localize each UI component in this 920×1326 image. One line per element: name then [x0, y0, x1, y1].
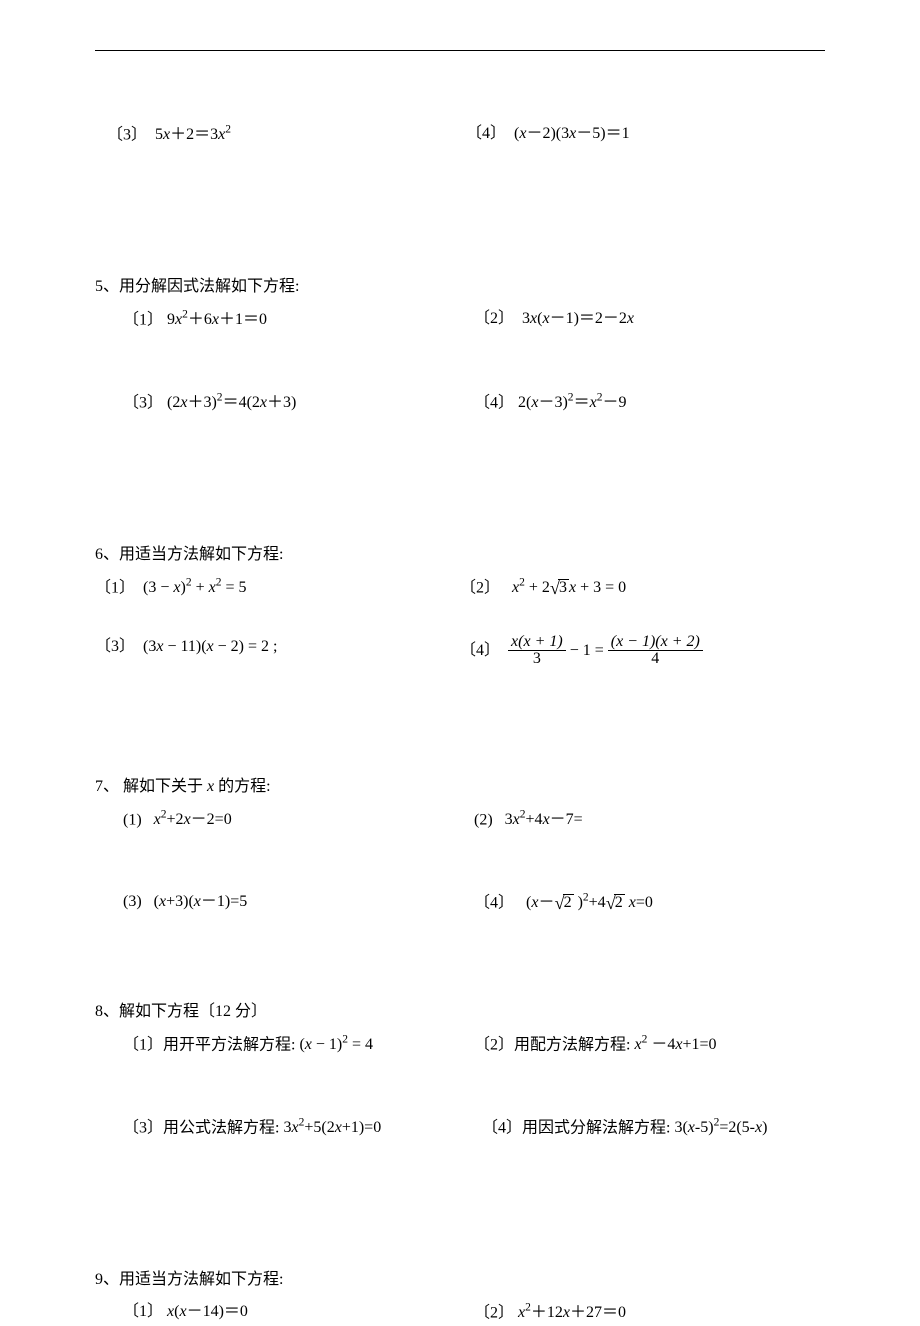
q5-p1-expr: 9x2＋6x＋1＝0 — [167, 311, 267, 328]
q5-p4-label: 〔4〕 — [474, 394, 514, 411]
q7-p4-expr: (x－√2 )2+4√2 x=0 — [526, 894, 653, 911]
q9-title: 9、用适当方法解如下方程: — [95, 1265, 825, 1289]
q6-p2-expr: x2 + 2√3x + 3 = 0 — [512, 579, 626, 596]
q6-row2: 〔3〕 (3x − 11)(x − 2) = 2 ; 〔4〕 x(x + 1)3… — [95, 634, 825, 669]
q6-p4: 〔4〕 x(x + 1)3 − 1 = (x − 1)(x + 2)4 — [460, 634, 825, 669]
q8-p2-expr: x2 －4x+1=0 — [634, 1036, 716, 1053]
q8-p1-label: 〔1〕 — [123, 1036, 163, 1053]
q9-p2-expr: x2＋12x＋27＝0 — [518, 1304, 626, 1321]
q8-p3: 〔3〕用公式法解方程: 3x2+5(2x+1)=0 — [123, 1114, 474, 1141]
q7-p2: (2) 3x2+4x－7= — [474, 806, 825, 833]
q4-row2: 〔3〕 5x＋2＝3x2 〔4〕 (x－2)(3x－5)＝1 — [95, 121, 825, 148]
q6-p2: 〔2〕 x2 + 2√3x + 3 = 0 — [460, 574, 825, 604]
q9-p1: 〔1〕 x(x－14)＝0 — [123, 1299, 474, 1326]
q8-p3-label: 〔3〕 — [123, 1119, 163, 1136]
q7-row2: (3) (x+3)(x－1)=5 〔4〕 (x－√2 )2+4√2 x=0 — [95, 889, 825, 919]
q4-p3: 〔3〕 5x＋2＝3x2 — [107, 121, 466, 148]
q8-p2: 〔2〕用配方法解方程: x2 －4x+1=0 — [474, 1031, 825, 1058]
q5-p4: 〔4〕 2(x－3)2＝x2－9 — [474, 389, 825, 416]
q7-p4-label: 〔4〕 — [474, 894, 514, 911]
q7-p1: (1) x2+2x－2=0 — [123, 806, 474, 833]
q5-p2-label: 〔2〕 — [474, 310, 514, 327]
q7-row1: (1) x2+2x－2=0 (2) 3x2+4x－7= — [95, 806, 825, 833]
q8-p1-text: 用开平方法解方程: — [163, 1036, 295, 1053]
q8-row2: 〔3〕用公式法解方程: 3x2+5(2x+1)=0 〔4〕用因式分解法解方程: … — [95, 1114, 825, 1141]
q8-p4-text: 用因式分解法解方程: — [522, 1119, 670, 1136]
q8-p2-label: 〔2〕 — [474, 1036, 514, 1053]
q8-p1: 〔1〕用开平方法解方程: (x − 1)2 = 4 — [123, 1031, 474, 1058]
q5-p2: 〔2〕 3x(x－1)＝2－2x — [474, 306, 825, 333]
q7-p2-label: (2) — [474, 811, 493, 828]
q7-p4: 〔4〕 (x－√2 )2+4√2 x=0 — [474, 889, 825, 919]
q7-p3: (3) (x+3)(x－1)=5 — [123, 889, 474, 919]
q6-p4-label: 〔4〕 — [460, 642, 500, 659]
q8-p4: 〔4〕用因式分解法解方程: 3(x-5)2=2(5-x) — [474, 1114, 825, 1141]
q9-p1-expr: x(x－14)＝0 — [167, 1303, 248, 1320]
q6-p1-expr: (3 − x)2 + x2 = 5 — [143, 579, 247, 596]
q6-row1: 〔1〕 (3 − x)2 + x2 = 5 〔2〕 x2 + 2√3x + 3 … — [95, 574, 825, 604]
q4-p4-expr: (x－2)(3x－5)＝1 — [514, 125, 630, 142]
q5-p1-label: 〔1〕 — [123, 311, 163, 328]
q7-p3-expr: (x+3)(x－1)=5 — [154, 893, 248, 910]
q6-p3-expr: (3x − 11)(x − 2) = 2 ; — [143, 638, 277, 655]
q6-title: 6、用适当方法解如下方程: — [95, 540, 825, 564]
q8-row1: 〔1〕用开平方法解方程: (x − 1)2 = 4 〔2〕用配方法解方程: x2… — [95, 1031, 825, 1058]
q8-p4-expr: 3(x-5)2=2(5-x) — [674, 1119, 767, 1136]
q5-title: 5、用分解因式法解如下方程: — [95, 272, 825, 296]
q8-title: 8、解如下方程〔12 分〕 — [95, 997, 825, 1021]
q6-p1-label: 〔1〕 — [95, 579, 135, 596]
q6-p2-label: 〔2〕 — [460, 579, 500, 596]
q7-p1-expr: x2+2x－2=0 — [154, 811, 232, 828]
q7-p1-label: (1) — [123, 811, 142, 828]
q7-title: 7、 解如下关于 x 的方程: — [95, 772, 825, 796]
q8-p3-expr: 3x2+5(2x+1)=0 — [283, 1119, 381, 1136]
q5-p1: 〔1〕 9x2＋6x＋1＝0 — [123, 306, 474, 333]
q9-row1: 〔1〕 x(x－14)＝0 〔2〕 x2＋12x＋27＝0 — [95, 1299, 825, 1326]
q5-p2-expr: 3x(x－1)＝2－2x — [522, 310, 634, 327]
q8-p1-expr: (x − 1)2 = 4 — [299, 1036, 373, 1053]
q4-p4-label: 〔4〕 — [466, 125, 506, 142]
q5-p3: 〔3〕 (2x＋3)2＝4(2x＋3) — [123, 389, 474, 416]
q9-p1-label: 〔1〕 — [123, 1303, 163, 1320]
q9-p2-label: 〔2〕 — [474, 1304, 514, 1321]
q5-p3-label: 〔3〕 — [123, 394, 163, 411]
q5-row2: 〔3〕 (2x＋3)2＝4(2x＋3) 〔4〕 2(x－3)2＝x2－9 — [95, 389, 825, 416]
q4-p4: 〔4〕 (x－2)(3x－5)＝1 — [466, 121, 825, 148]
q9-p2: 〔2〕 x2＋12x＋27＝0 — [474, 1299, 825, 1326]
q8-p2-text: 用配方法解方程: — [514, 1036, 630, 1053]
q5-p4-expr: 2(x－3)2＝x2－9 — [518, 394, 626, 411]
q6-p3: 〔3〕 (3x − 11)(x − 2) = 2 ; — [95, 634, 460, 669]
q5-p3-expr: (2x＋3)2＝4(2x＋3) — [167, 394, 296, 411]
q8-p4-label: 〔4〕 — [482, 1119, 522, 1136]
q6-p3-label: 〔3〕 — [95, 638, 135, 655]
page: 〔3〕 5x＋2＝3x2 〔4〕 (x－2)(3x－5)＝1 5、用分解因式法解… — [0, 0, 920, 1302]
q4-p3-expr: 5x＋2＝3x2 — [155, 126, 231, 143]
q5-row1: 〔1〕 9x2＋6x＋1＝0 〔2〕 3x(x－1)＝2－2x — [95, 306, 825, 333]
top-rule — [95, 50, 825, 51]
q6-p4-expr: x(x + 1)3 − 1 = (x − 1)(x + 2)4 — [508, 642, 703, 659]
q7-p2-expr: 3x2+4x－7= — [505, 811, 583, 828]
q8-p3-text: 用公式法解方程: — [163, 1119, 279, 1136]
q6-p1: 〔1〕 (3 − x)2 + x2 = 5 — [95, 574, 460, 604]
q4-p3-label: 〔3〕 — [107, 126, 147, 143]
q7-p3-label: (3) — [123, 893, 142, 910]
